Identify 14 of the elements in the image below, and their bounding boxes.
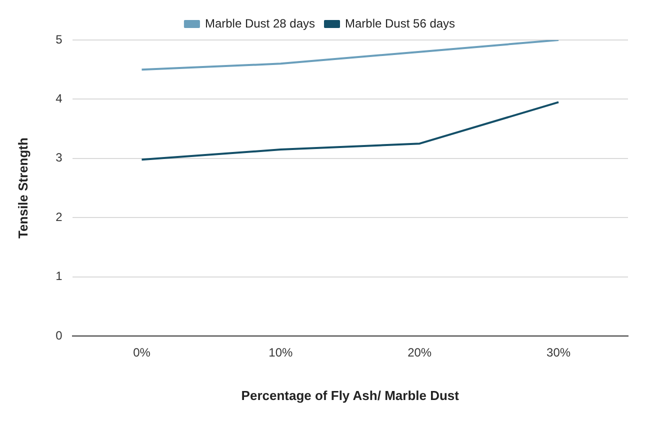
x-tick-label: 30%: [546, 346, 571, 360]
x-tick-label: 20%: [408, 346, 432, 360]
x-axis-title: Percentage of Fly Ash/ Marble Dust: [241, 388, 460, 403]
y-tick-label: 2: [56, 210, 63, 224]
x-tick-label: 10%: [268, 346, 294, 360]
y-tick-label: 0: [56, 328, 63, 342]
y-tick-label: 4: [56, 92, 63, 106]
x-tick-label: 0%: [133, 346, 151, 360]
y-tick-label: 1: [56, 269, 63, 284]
y-axis-title: Tensile Strength: [15, 138, 30, 238]
y-tick-label: 5: [56, 32, 63, 46]
y-tick-label: 3: [56, 150, 63, 165]
legend-label: Marble Dust 56 days: [345, 16, 456, 30]
legend-label: Marble Dust 28 days: [204, 16, 316, 30]
